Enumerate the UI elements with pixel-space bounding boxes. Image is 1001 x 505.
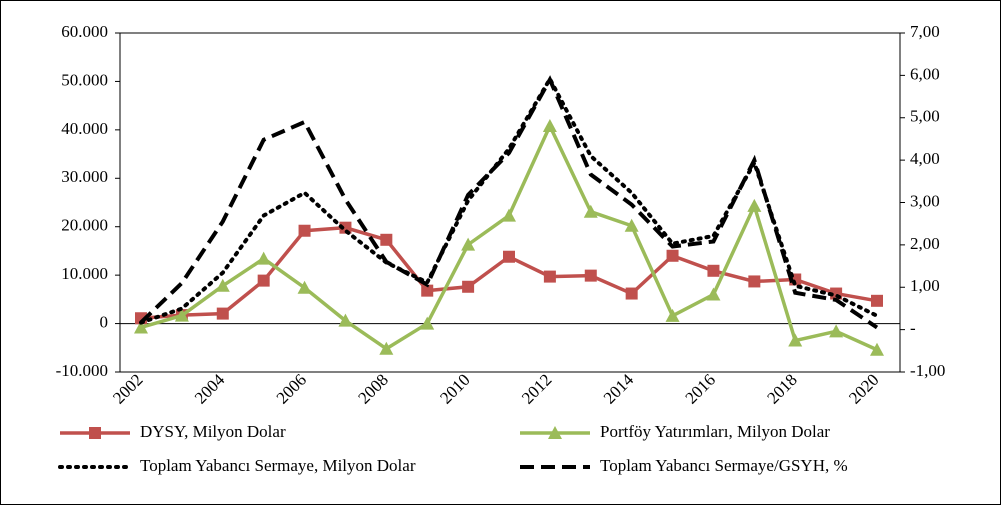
marker [257,274,270,287]
marker [707,264,720,277]
y2-tick-label: 3,00 [910,191,940,210]
marker [503,250,515,263]
y2-tick-label: 1,00 [910,276,940,295]
y-tick-label: 50.000 [61,70,108,89]
y-tick-label: 40.000 [61,119,108,138]
marker [215,278,230,292]
legend-label: DYSY, Milyon Dolar [140,422,286,441]
marker [788,333,803,347]
marker [174,308,189,322]
marker [624,218,639,232]
y2-tick-label: 2,00 [910,234,940,253]
marker [829,324,844,338]
y-tick-label: 30.000 [61,167,108,186]
y2-tick-label: 4,00 [910,149,940,168]
marker [502,208,516,222]
legend-label: Toplam Yabancı Sermaye/GSYH, % [600,456,848,475]
marker [420,316,435,330]
marker [870,342,884,356]
marker [134,320,148,334]
marker [256,251,271,265]
marker [379,341,394,355]
y-tick-label: 10.000 [61,264,108,283]
y-tick-label: -10.000 [56,361,108,380]
marker [216,307,229,320]
y-tick-label: 20.000 [61,216,108,235]
y2-tick-label: - [910,319,916,338]
legend-label: Portföy Yatırımları, Milyon Dolar [600,422,830,441]
marker [338,313,353,327]
marker [706,287,721,301]
series-line [139,75,879,330]
marker [747,198,762,212]
marker [461,237,476,251]
marker [665,308,680,322]
marker [462,280,475,293]
marker [748,275,761,288]
marker [584,269,597,282]
legend-marker [89,427,101,439]
marker [871,294,883,307]
legend-label: Toplam Yabancı Sermaye, Milyon Dolar [140,456,416,475]
marker [542,118,557,132]
marker [625,287,638,300]
y2-tick-label: -1,00 [910,361,945,380]
y-tick-label: 0 [100,312,109,331]
marker [297,280,312,294]
marker [380,233,393,246]
y-tick-label: 60.000 [61,22,108,41]
y2-tick-label: 5,00 [910,107,940,126]
marker [666,249,679,262]
marker [583,204,598,218]
y2-tick-label: 6,00 [910,64,940,83]
legend-marker [548,426,562,439]
marker [543,270,556,283]
y2-tick-label: 7,00 [910,22,940,41]
marker [421,284,434,297]
marker [298,224,311,237]
